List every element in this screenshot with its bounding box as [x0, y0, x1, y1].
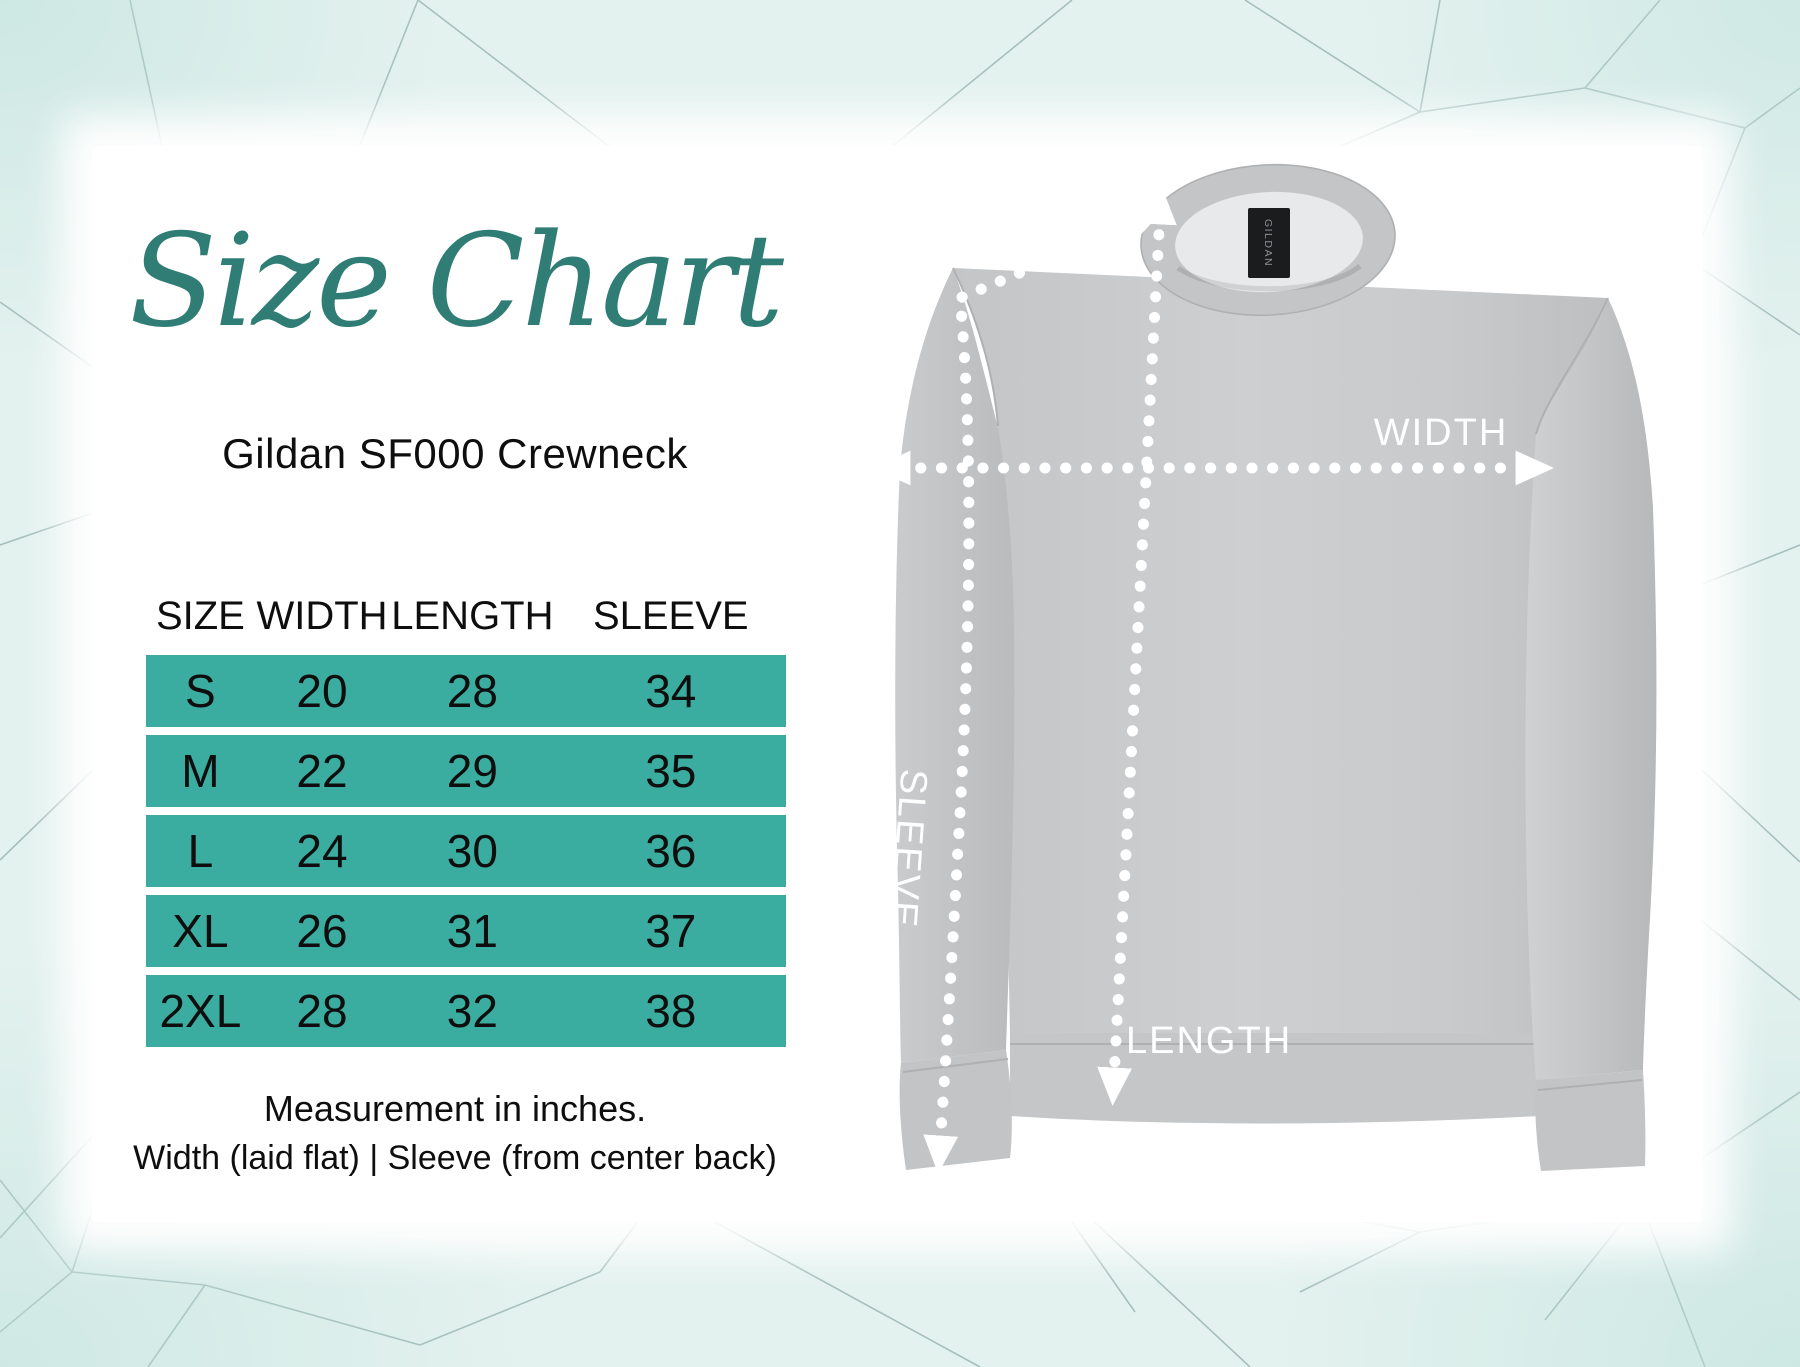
neck-tag [1248, 208, 1290, 278]
left-cuff [899, 1050, 1012, 1170]
length-cell: 29 [389, 735, 556, 807]
collar-inner-shadow [1176, 264, 1362, 292]
right-sleeve [1525, 298, 1657, 1080]
width-cell: 28 [254, 975, 390, 1047]
width-cell: 26 [254, 895, 390, 967]
size-cell: 2XL [146, 975, 255, 1047]
sleeve-cell: 37 [555, 895, 786, 967]
table-row: L 24 30 36 [146, 815, 786, 887]
size-cell: M [146, 735, 255, 807]
col-header-size: SIZE [155, 594, 245, 638]
length-cell: 31 [389, 895, 556, 967]
length-label: LENGTH [1126, 1020, 1292, 1062]
width-label: WIDTH [1374, 412, 1509, 454]
collar: GILDAN [1140, 163, 1396, 317]
col-header-width: WIDTH [256, 594, 388, 638]
sweatshirt-diagram: GILDAN WIDTH LENGTH SLEEVE [872, 163, 1657, 1174]
col-header-length: LENGTH [391, 594, 554, 638]
size-cell: L [146, 815, 255, 887]
page-title: Size Chart [129, 207, 784, 356]
width-cell: 20 [254, 655, 390, 727]
sleeve-cell: 38 [555, 975, 786, 1047]
size-chart-panel: Size Chart Gildan SF000 Crewneck SIZE WI… [100, 150, 810, 1183]
product-subtitle: Gildan SF000 Crewneck [222, 430, 688, 477]
table-row: XL 26 31 37 [146, 895, 786, 967]
width-cell: 24 [254, 815, 390, 887]
length-cell: 30 [389, 815, 556, 887]
length-cell: 32 [389, 975, 556, 1047]
measurement-notes: Measurement in inches. Width (laid flat)… [100, 1085, 810, 1183]
size-cell: XL [146, 895, 255, 967]
table-row: M 22 29 35 [146, 735, 786, 807]
sleeve-measure-line [923, 212, 1160, 1174]
neck-tag-text: GILDAN [1262, 219, 1274, 267]
right-cuff-seam [1537, 1079, 1643, 1091]
size-table: SIZE WIDTH LENGTH SLEEVE S 20 28 34 M 22… [146, 586, 786, 1055]
right-cuff [1535, 1070, 1646, 1171]
width-cell: 22 [254, 735, 390, 807]
method-note: Width (laid flat) | Sleeve (from center … [133, 1138, 777, 1177]
size-cell: S [146, 655, 255, 727]
right-armhole-seam [1535, 297, 1609, 435]
table-header-row: SIZE WIDTH LENGTH SLEEVE [146, 594, 786, 647]
measurement-lines [872, 186, 1554, 1174]
table-row: 2XL 28 32 38 [146, 975, 786, 1047]
table-row: S 20 28 34 [146, 655, 786, 727]
sleeve-cell: 36 [555, 815, 786, 887]
sleeve-cell: 35 [555, 735, 786, 807]
sleeve-cell: 34 [555, 655, 786, 727]
sweatshirt-body [953, 268, 1608, 1033]
units-note: Measurement in inches. [263, 1088, 647, 1129]
col-header-sleeve: SLEEVE [592, 594, 749, 638]
length-cell: 28 [389, 655, 556, 727]
